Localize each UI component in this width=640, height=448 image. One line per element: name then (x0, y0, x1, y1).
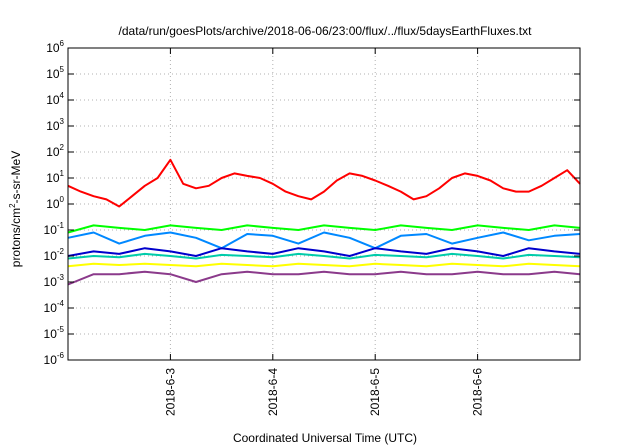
series-line-4 (67, 247, 581, 257)
y-tick-exponent: -3 (57, 273, 65, 282)
y-tick-base: 10 (44, 301, 58, 315)
y-axis-label-prefix: protons/cm (9, 208, 23, 267)
x-tick-label: 2018-6-6 (471, 368, 485, 416)
y-axis-label-superscript: 2 (8, 203, 17, 208)
series-line-7 (67, 270, 581, 286)
y-tick-exponent: 5 (60, 65, 65, 74)
y-tick-base: 10 (44, 249, 58, 263)
x-axis-label: Coordinated Universal Time (UTC) (233, 431, 417, 445)
ticks (68, 47, 580, 361)
y-tick-label: 102 (46, 143, 64, 159)
x-tick-label: 2018-6-5 (368, 368, 382, 416)
y-tick-exponent: -6 (57, 351, 65, 360)
series-line-2 (67, 224, 581, 234)
y-tick-base: 10 (46, 145, 60, 159)
series-line-3 (67, 231, 581, 250)
y-tick-label: 10-1 (44, 221, 65, 237)
y-tick-base: 10 (46, 197, 60, 211)
y-tick-base: 10 (44, 223, 58, 237)
y-tick-label: 10-3 (44, 273, 65, 289)
series-line-5 (67, 252, 581, 260)
y-tick-exponent: -2 (57, 247, 65, 256)
x-tick-labels: 2018-6-3 2018-6-4 2018-6-5 2018-6-6 (163, 368, 484, 416)
y-tick-label: 10-5 (44, 325, 65, 341)
y-tick-label: 10-2 (44, 247, 65, 263)
y-tick-exponent: 4 (60, 91, 65, 100)
y-tick-base: 10 (46, 41, 60, 55)
series-line-6 (67, 262, 581, 268)
chart-title: /data/run/goesPlots/archive/2018-06-06/2… (119, 24, 533, 38)
x-tick-label: 2018-6-4 (266, 368, 280, 416)
y-tick-label: 100 (46, 195, 64, 211)
y-tick-base: 10 (46, 93, 60, 107)
y-tick-base: 10 (44, 353, 58, 367)
y-tick-exponent: 1 (60, 169, 65, 178)
y-tick-exponent: -5 (57, 325, 65, 334)
y-tick-label: 10-6 (44, 351, 65, 367)
y-axis-label: protons/cm2-s-sr-MeV (8, 151, 23, 267)
y-axis-label-suffix: -s-sr-MeV (9, 151, 23, 204)
y-tick-label: 101 (46, 169, 64, 185)
y-tick-label: 10-4 (44, 299, 65, 315)
y-tick-label: 105 (46, 65, 64, 81)
series-line-1 (67, 158, 581, 208)
grid (68, 48, 580, 360)
y-tick-base: 10 (44, 275, 58, 289)
y-tick-exponent: -1 (57, 221, 65, 230)
y-tick-labels: 10610510410310210110010-110-210-310-410-… (44, 39, 65, 367)
y-tick-base: 10 (46, 119, 60, 133)
y-tick-exponent: 0 (60, 195, 65, 204)
y-tick-base: 10 (46, 171, 60, 185)
y-tick-base: 10 (44, 327, 58, 341)
y-tick-exponent: -4 (57, 299, 65, 308)
y-tick-exponent: 3 (60, 117, 65, 126)
x-tick-label: 2018-6-3 (163, 368, 177, 416)
series-group (67, 158, 581, 286)
y-tick-base: 10 (46, 67, 60, 81)
y-tick-exponent: 6 (60, 39, 65, 48)
y-tick-label: 106 (46, 39, 64, 55)
y-tick-exponent: 2 (60, 143, 65, 152)
y-tick-label: 103 (46, 117, 64, 133)
y-tick-label: 104 (46, 91, 64, 107)
